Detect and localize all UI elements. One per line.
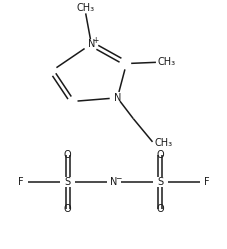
Text: CH₃: CH₃	[76, 3, 94, 13]
Text: N: N	[87, 39, 95, 49]
Text: +: +	[92, 36, 98, 45]
Text: F: F	[203, 177, 209, 187]
Text: S: S	[157, 177, 163, 187]
Text: N: N	[110, 177, 117, 187]
Text: O: O	[64, 204, 71, 214]
Text: O: O	[156, 150, 163, 160]
Text: CH₃: CH₃	[157, 57, 175, 67]
Text: CH₃: CH₃	[154, 138, 172, 148]
Text: −: −	[114, 174, 121, 183]
Text: F: F	[18, 177, 24, 187]
Text: O: O	[64, 150, 71, 160]
Text: O: O	[156, 204, 163, 214]
Text: N: N	[113, 93, 121, 103]
Text: S: S	[64, 177, 70, 187]
